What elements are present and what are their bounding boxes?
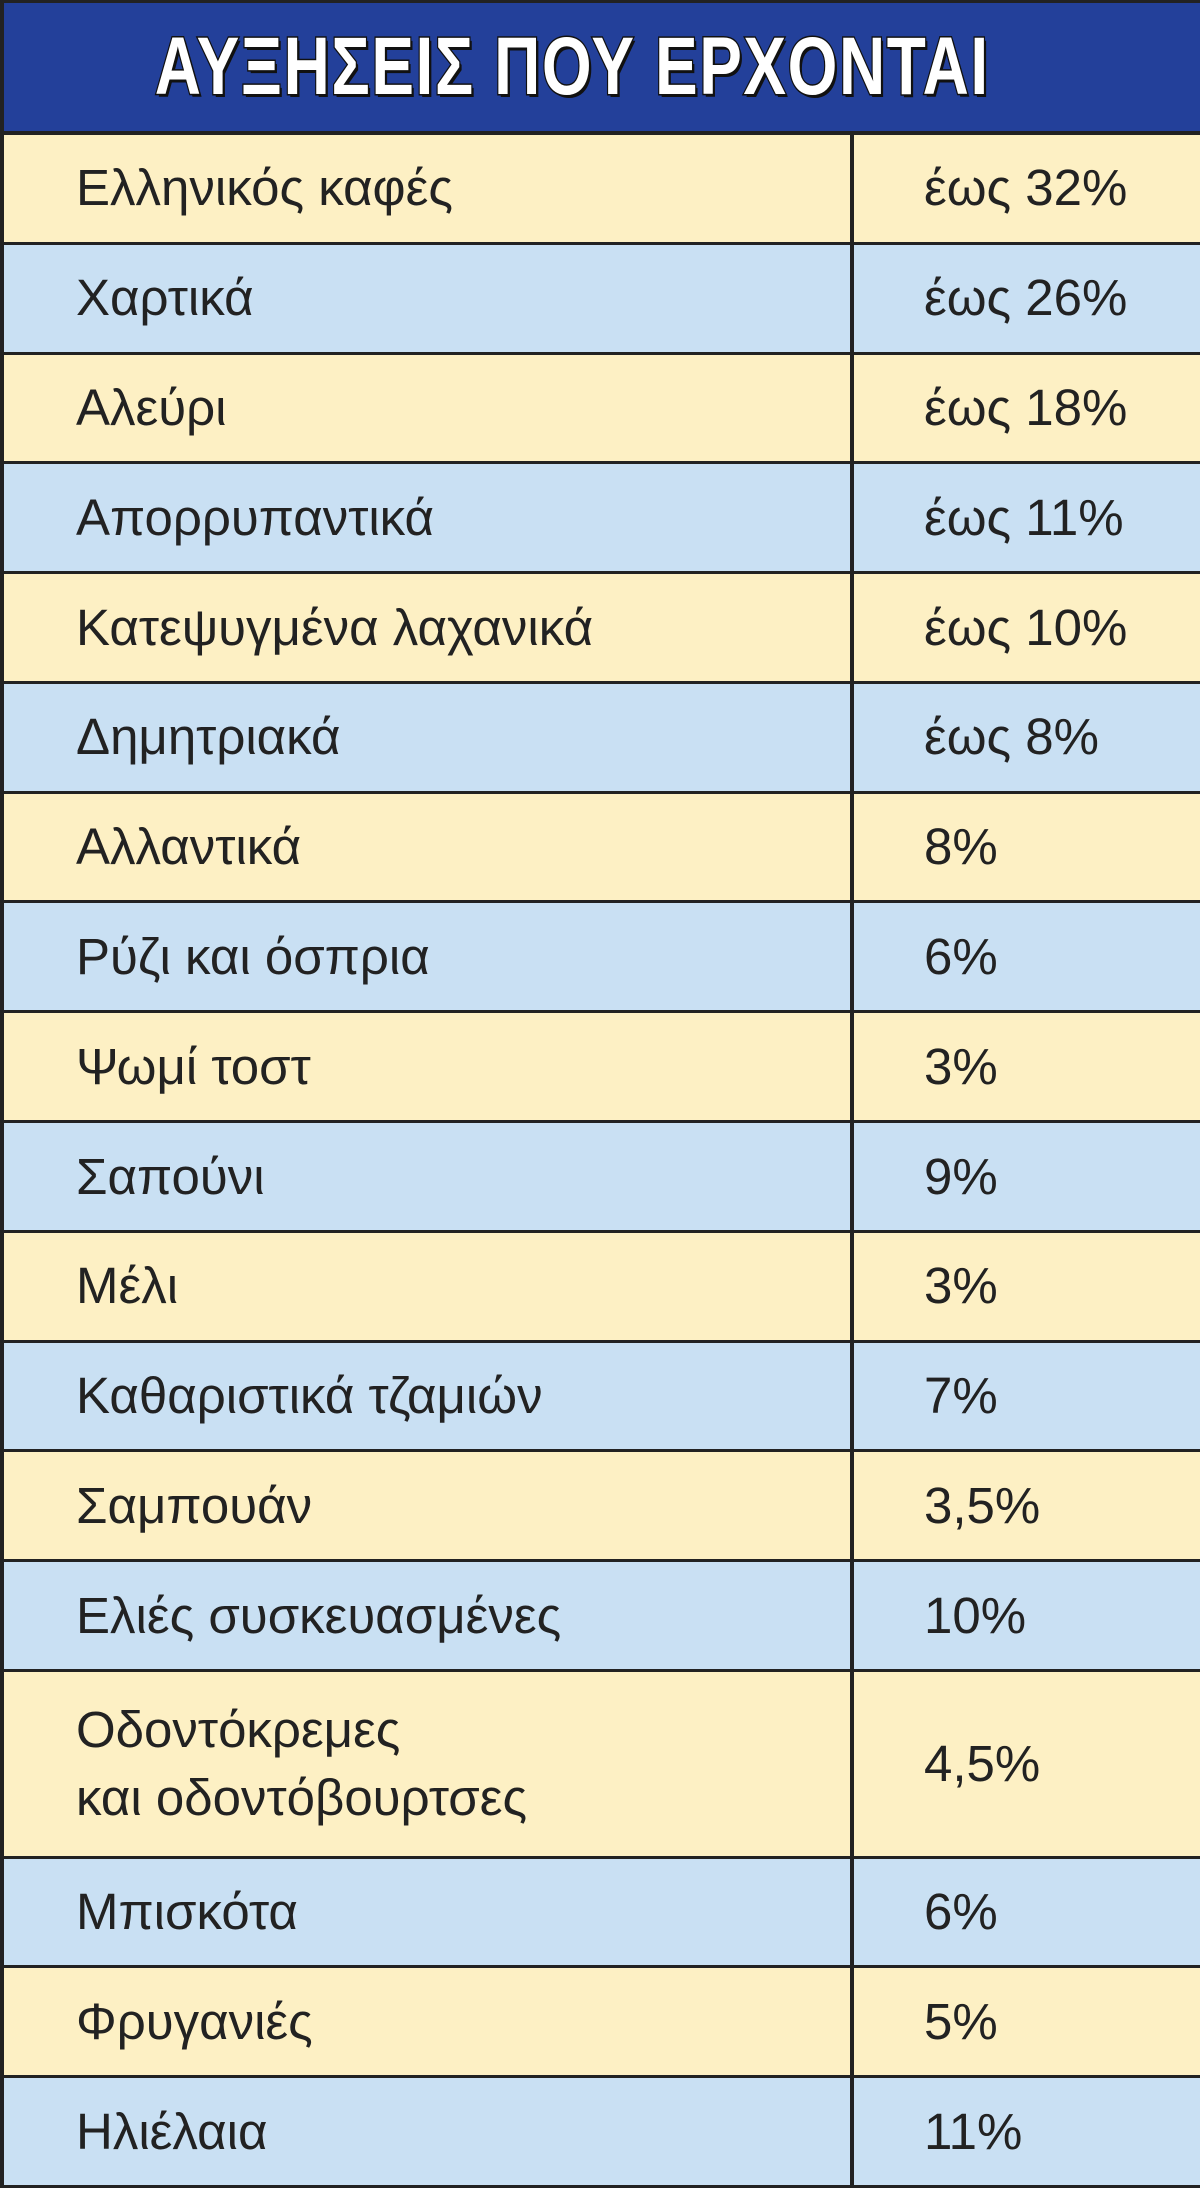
table-row: Ηλιέλαια 11% — [4, 2078, 1200, 2185]
value-cell: 11% — [924, 2102, 1023, 2160]
value-cell: 6% — [924, 927, 998, 985]
table-row: Χαρτικά έως 26% — [4, 244, 1200, 355]
table-row: Ελληνικός καφές έως 32% — [4, 135, 1200, 245]
value-cell: 5% — [924, 1992, 998, 2050]
value-cell: έως 26% — [924, 269, 1128, 327]
table-row: Ρύζι και όσπρια 6% — [4, 903, 1200, 1014]
value-cell: 4,5% — [924, 1734, 1041, 1792]
label-cell: Οδοντόκρεμες και οδοντόβουρτσες — [4, 1671, 854, 1856]
value-cell: έως 32% — [924, 159, 1128, 217]
label-cell: Απορρυπαντικά — [4, 464, 854, 572]
label-cell: Αλεύρι — [4, 354, 854, 462]
table-row: Δημητριακά έως 8% — [4, 683, 1200, 794]
label-cell: Μπισκότα — [4, 1858, 854, 1966]
table-row: Ελιές συσκευασμένες 10% — [4, 1562, 1200, 1672]
table-row: Μπισκότα 6% — [4, 1858, 1200, 1969]
label-cell: Σαπούνι — [4, 1123, 854, 1230]
value-cell: 3% — [924, 1257, 998, 1315]
label-cell: Σαμπουάν — [4, 1452, 854, 1560]
value-cell: 7% — [924, 1367, 998, 1425]
value-cell: 9% — [924, 1147, 998, 1205]
table-row: Απορρυπαντικά έως 11% — [4, 464, 1200, 575]
table-row: Αλεύρι έως 18% — [4, 354, 1200, 465]
value-cell: έως 10% — [924, 598, 1128, 656]
value-cell: 6% — [924, 1883, 998, 1941]
label-cell: Μέλι — [4, 1232, 854, 1340]
value-cell: έως 18% — [924, 379, 1128, 437]
table-row: Μέλι 3% — [4, 1232, 1200, 1343]
table-row: Καθαριστικά τζαμιών 7% — [4, 1342, 1200, 1453]
table-row: Σαπούνι 9% — [4, 1123, 1200, 1233]
table-row: Αλλαντικά 8% — [4, 793, 1200, 904]
label-cell: Δημητριακά — [4, 683, 854, 791]
header: ΑΥΞΗΣΕΙΣ ΠΟΥ ΕΡΧΟΝΤΑΙ — [4, 3, 1200, 135]
value-cell: 10% — [924, 1586, 1027, 1644]
table-row: Ψωμί τοστ 3% — [4, 1013, 1200, 1124]
value-cell: έως 8% — [924, 708, 1100, 766]
value-cell: 3% — [924, 1037, 998, 1095]
value-cell: 8% — [924, 818, 998, 876]
label-cell: Καθαριστικά τζαμιών — [4, 1342, 854, 1450]
label-cell: Ελιές συσκευασμένες — [4, 1562, 854, 1669]
table-row: Σαμπουάν 3,5% — [4, 1452, 1200, 1563]
label-cell: Ψωμί τοστ — [4, 1013, 854, 1121]
label-cell: Χαρτικά — [4, 244, 854, 352]
value-cell: 3,5% — [924, 1476, 1041, 1534]
table-row: Φρυγανιές 5% — [4, 1968, 1200, 2079]
label-cell: Κατεψυγμένα λαχανικά — [4, 574, 854, 681]
label-cell: Αλλαντικά — [4, 793, 854, 901]
label-cell: Ηλιέλαια — [4, 2078, 854, 2185]
table-row: Οδοντόκρεμες και οδοντόβουρτσες 4,5% — [4, 1671, 1200, 1859]
label-cell: Ελληνικός καφές — [4, 135, 854, 242]
title: ΑΥΞΗΣΕΙΣ ΠΟΥ ΕΡΧΟΝΤΑΙ — [153, 20, 990, 114]
table-row: Κατεψυγμένα λαχανικά έως 10% — [4, 574, 1200, 684]
label-cell: Ρύζι και όσπρια — [4, 903, 854, 1011]
label-cell: Φρυγανιές — [4, 1968, 854, 2076]
value-cell: έως 11% — [924, 488, 1124, 546]
